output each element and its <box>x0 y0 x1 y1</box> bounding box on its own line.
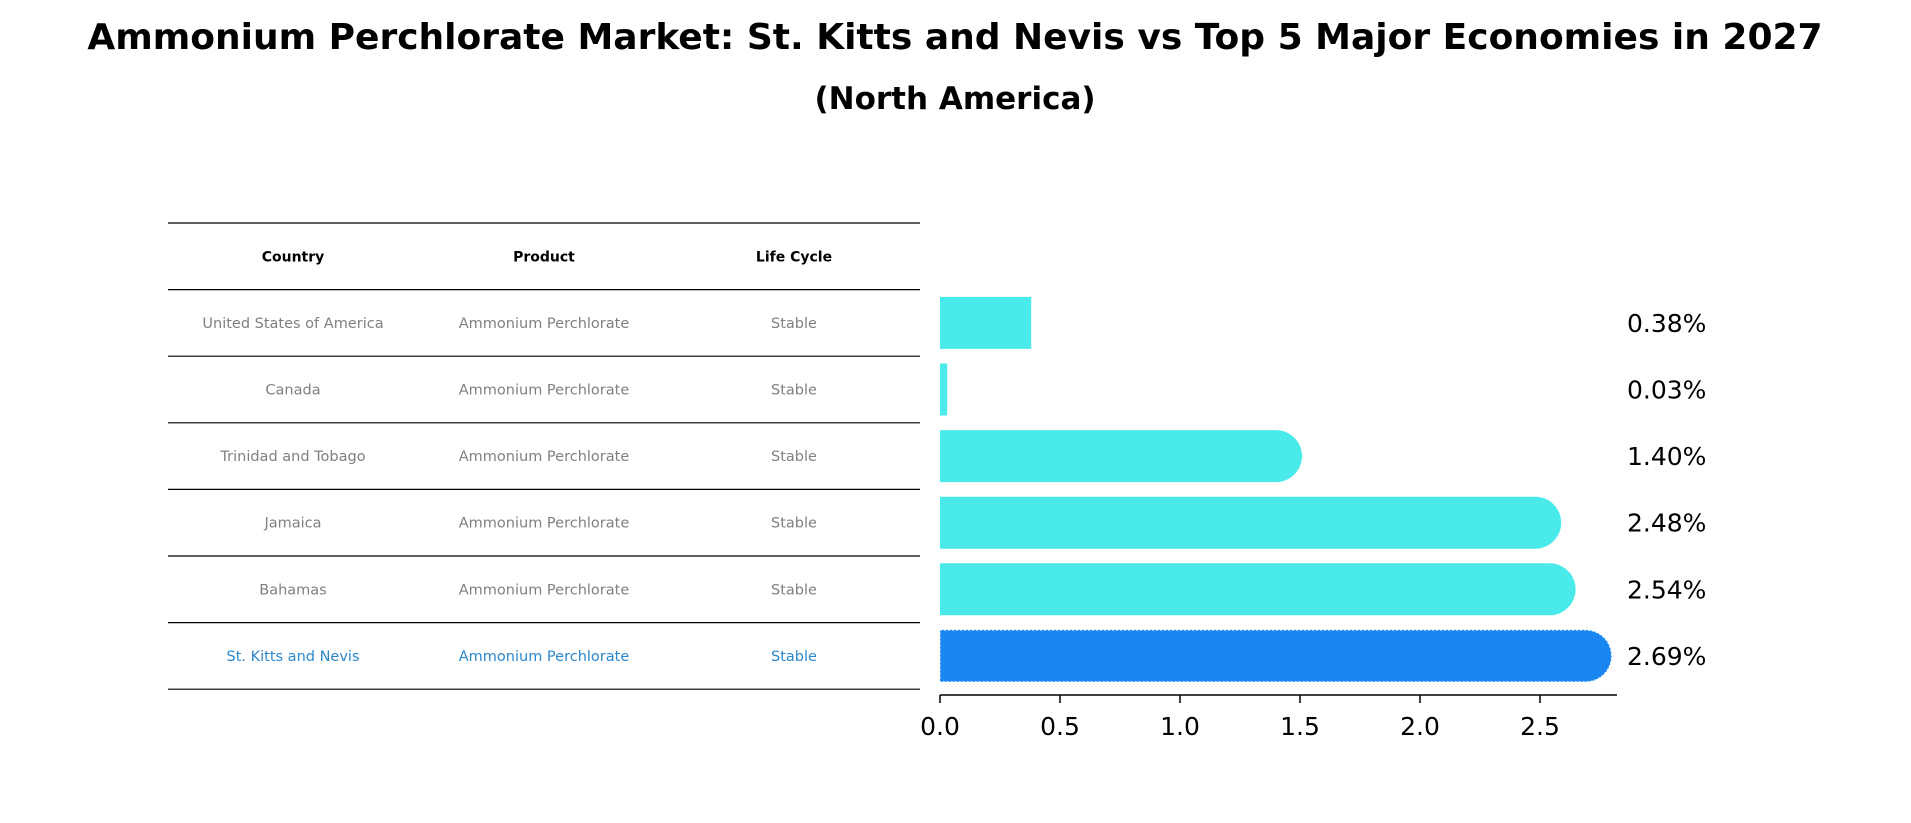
col-header-country: Country <box>262 249 325 265</box>
chart-subtitle: (North America) <box>814 81 1095 117</box>
cell-product: Ammonium Perchlorate <box>459 449 630 465</box>
cell-life-cycle: Stable <box>771 316 817 332</box>
cell-country: United States of America <box>202 316 383 332</box>
col-header-product: Product <box>513 249 575 265</box>
chart-title: Ammonium Perchlorate Market: St. Kitts a… <box>87 17 1822 58</box>
bar-united-states-of-america <box>940 296 1032 349</box>
value-label: 1.40% <box>1627 442 1706 471</box>
cell-life-cycle: Stable <box>771 516 817 532</box>
x-axis: 0.0 0.5 1.0 1.5 2.0 2.5 <box>920 694 1617 741</box>
bar-canada <box>940 363 948 416</box>
cell-life-cycle: Stable <box>771 449 817 465</box>
cell-country: St. Kitts and Nevis <box>227 649 360 665</box>
cell-product: Ammonium Perchlorate <box>459 582 630 598</box>
cell-product: Ammonium Perchlorate <box>459 649 630 665</box>
cell-country: Bahamas <box>259 582 326 598</box>
cell-life-cycle: Stable <box>771 582 817 598</box>
x-tick-label: 2.0 <box>1400 712 1440 741</box>
value-label: 2.54% <box>1627 575 1706 604</box>
cell-product: Ammonium Perchlorate <box>459 316 630 332</box>
value-labels: 0.38% 0.03% 1.40% 2.48% 2.54% 2.69% <box>1627 309 1706 671</box>
cell-product: Ammonium Perchlorate <box>459 516 630 532</box>
value-label: 0.03% <box>1627 376 1706 405</box>
x-tick-label: 2.5 <box>1520 712 1560 741</box>
value-label: 2.48% <box>1627 509 1706 538</box>
cell-life-cycle: Stable <box>771 649 817 665</box>
x-tick-label: 0.0 <box>920 712 960 741</box>
col-header-life-cycle: Life Cycle <box>756 249 832 265</box>
data-table: Country Product Life Cycle United States of… <box>168 222 920 690</box>
cell-country: Jamaica <box>263 516 321 532</box>
cell-country: Trinidad and Tobago <box>219 449 365 465</box>
cell-product: Ammonium Perchlorate <box>459 383 630 399</box>
bar-trinidad-and-tobago <box>940 430 1302 483</box>
value-label: 2.69% <box>1627 642 1706 671</box>
x-tick-label: 1.5 <box>1280 712 1320 741</box>
cell-country: Canada <box>265 383 320 399</box>
value-label: 0.38% <box>1627 309 1706 338</box>
bar-st-kitts-and-nevis <box>939 629 1613 683</box>
bar-jamaica <box>940 496 1562 549</box>
cell-life-cycle: Stable <box>771 383 817 399</box>
x-tick-label: 0.5 <box>1040 712 1080 741</box>
bar-bahamas <box>940 563 1576 616</box>
bar-series <box>939 296 1613 683</box>
x-tick-label: 1.0 <box>1160 712 1200 741</box>
